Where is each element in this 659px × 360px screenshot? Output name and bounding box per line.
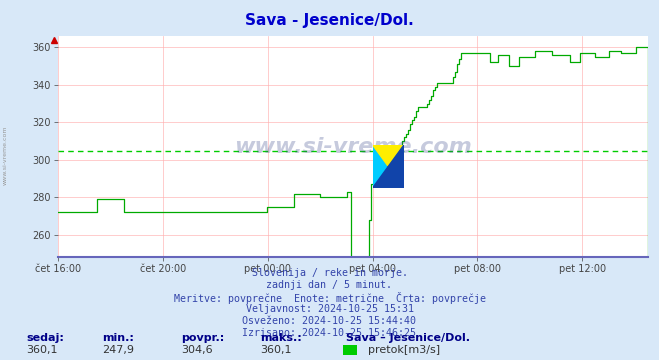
Text: www.si-vreme.com: www.si-vreme.com bbox=[234, 137, 472, 157]
Text: maks.:: maks.: bbox=[260, 333, 302, 343]
Text: Slovenija / reke in morje.: Slovenija / reke in morje. bbox=[252, 268, 407, 278]
Text: 360,1: 360,1 bbox=[260, 345, 292, 355]
Polygon shape bbox=[372, 145, 388, 188]
Text: pretok[m3/s]: pretok[m3/s] bbox=[368, 345, 440, 355]
Polygon shape bbox=[372, 166, 404, 188]
Text: Osveženo: 2024-10-25 15:44:40: Osveženo: 2024-10-25 15:44:40 bbox=[243, 316, 416, 326]
Polygon shape bbox=[388, 145, 404, 188]
Text: povpr.:: povpr.: bbox=[181, 333, 225, 343]
Text: Sava - Jesenice/Dol.: Sava - Jesenice/Dol. bbox=[245, 13, 414, 28]
Text: 304,6: 304,6 bbox=[181, 345, 213, 355]
Text: zadnji dan / 5 minut.: zadnji dan / 5 minut. bbox=[266, 280, 393, 290]
Text: Izrisano: 2024-10-25 15:46:25: Izrisano: 2024-10-25 15:46:25 bbox=[243, 328, 416, 338]
Text: Sava – Jesenice/Dol.: Sava – Jesenice/Dol. bbox=[346, 333, 470, 343]
Text: Meritve: povprečne  Enote: metrične  Črta: povprečje: Meritve: povprečne Enote: metrične Črta:… bbox=[173, 292, 486, 304]
Text: 360,1: 360,1 bbox=[26, 345, 58, 355]
Text: sedaj:: sedaj: bbox=[26, 333, 64, 343]
Text: min.:: min.: bbox=[102, 333, 134, 343]
Text: www.si-vreme.com: www.si-vreme.com bbox=[3, 125, 8, 185]
Text: 247,9: 247,9 bbox=[102, 345, 134, 355]
Text: Veljavnost: 2024-10-25 15:31: Veljavnost: 2024-10-25 15:31 bbox=[246, 304, 413, 314]
Polygon shape bbox=[372, 145, 404, 166]
